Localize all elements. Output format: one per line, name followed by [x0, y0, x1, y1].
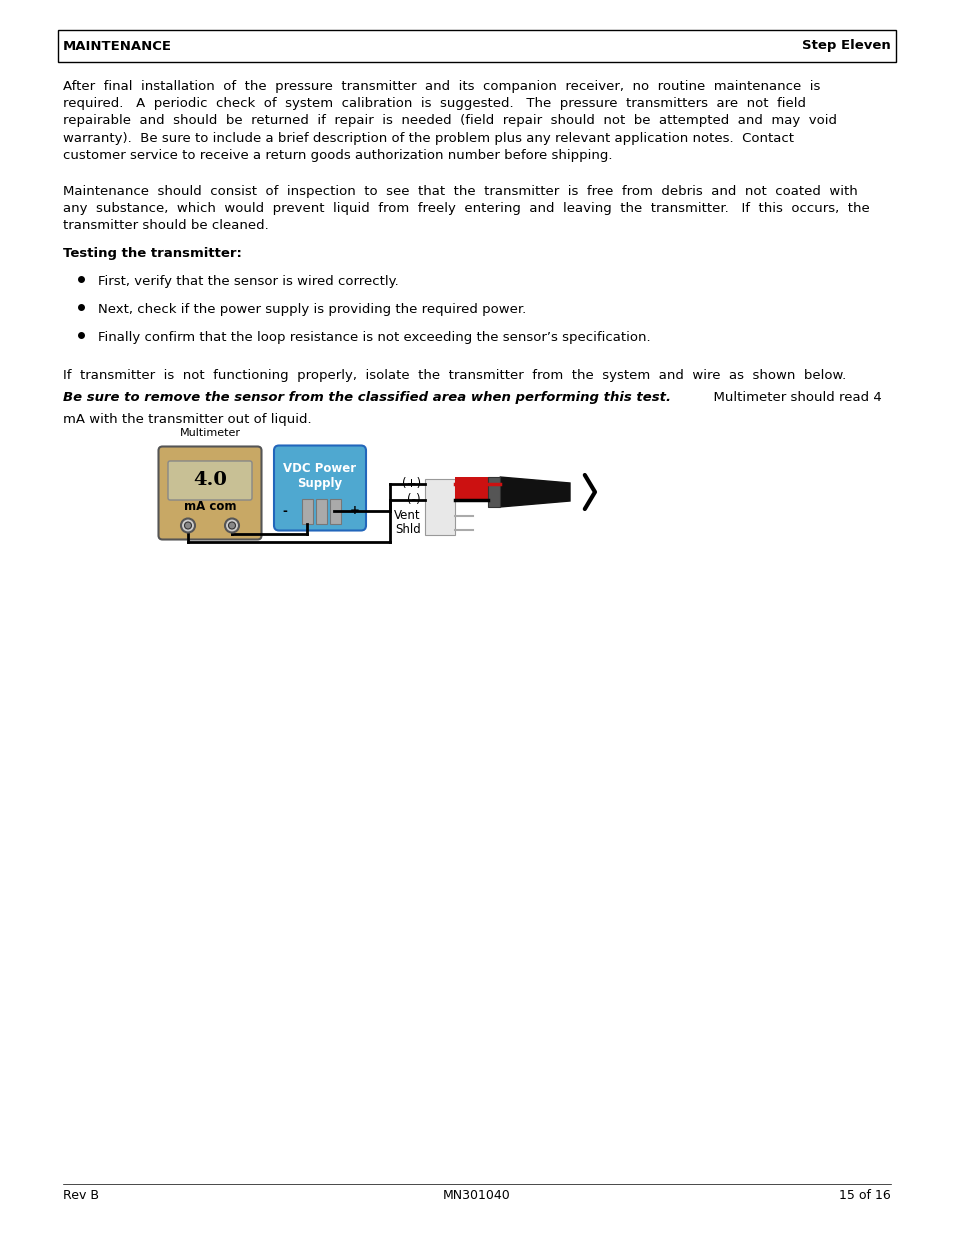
Bar	[488, 477, 499, 508]
Circle shape	[181, 519, 194, 532]
FancyBboxPatch shape	[158, 447, 261, 540]
Bar	[424, 479, 455, 535]
Bar	[315, 499, 327, 524]
Text: First, verify that the sensor is wired correctly.: First, verify that the sensor is wired c…	[98, 275, 398, 288]
Polygon shape	[499, 477, 569, 508]
Text: Shld: Shld	[395, 524, 420, 536]
Text: Testing the transmitter:: Testing the transmitter:	[63, 247, 242, 261]
Text: If  transmitter  is  not  functioning  properly,  isolate  the  transmitter  fro: If transmitter is not functioning proper…	[63, 369, 845, 382]
FancyBboxPatch shape	[274, 446, 366, 531]
Circle shape	[184, 522, 192, 529]
Bar	[330, 499, 340, 524]
Text: Finally confirm that the loop resistance is not exceeding the sensor’s specifica: Finally confirm that the loop resistance…	[98, 331, 650, 345]
Text: Vent: Vent	[394, 510, 420, 522]
FancyBboxPatch shape	[168, 461, 252, 500]
Text: mA com: mA com	[184, 500, 236, 514]
Circle shape	[225, 519, 239, 532]
Bar	[455, 477, 499, 501]
Text: 4.0: 4.0	[193, 472, 227, 489]
Text: VDC Power
Supply: VDC Power Supply	[283, 462, 356, 490]
Text: Maintenance  should  consist  of  inspection  to  see  that  the  transmitter  i: Maintenance should consist of inspection…	[63, 185, 869, 232]
Text: Step Eleven: Step Eleven	[801, 40, 890, 53]
Text: MN301040: MN301040	[442, 1189, 511, 1202]
Bar	[302, 499, 313, 524]
Text: 15 of 16: 15 of 16	[839, 1189, 890, 1202]
Text: After  final  installation  of  the  pressure  transmitter  and  its  companion : After final installation of the pressure…	[63, 80, 836, 162]
Text: (+): (+)	[401, 478, 420, 490]
Text: Rev B: Rev B	[63, 1189, 99, 1202]
Text: -: -	[282, 505, 287, 517]
Circle shape	[229, 522, 235, 529]
Text: Next, check if the power supply is providing the required power.: Next, check if the power supply is provi…	[98, 303, 526, 316]
Text: Be sure to remove the sensor from the classified area when performing this test.: Be sure to remove the sensor from the cl…	[63, 391, 670, 404]
Text: Multimeter should read 4: Multimeter should read 4	[704, 391, 881, 404]
Bar	[58, 30, 895, 62]
Text: Multimeter: Multimeter	[179, 427, 240, 437]
Text: mA with the transmitter out of liquid.: mA with the transmitter out of liquid.	[63, 412, 312, 426]
Text: (-): (-)	[407, 494, 420, 506]
Text: +: +	[350, 505, 359, 517]
Text: MAINTENANCE: MAINTENANCE	[63, 40, 172, 53]
